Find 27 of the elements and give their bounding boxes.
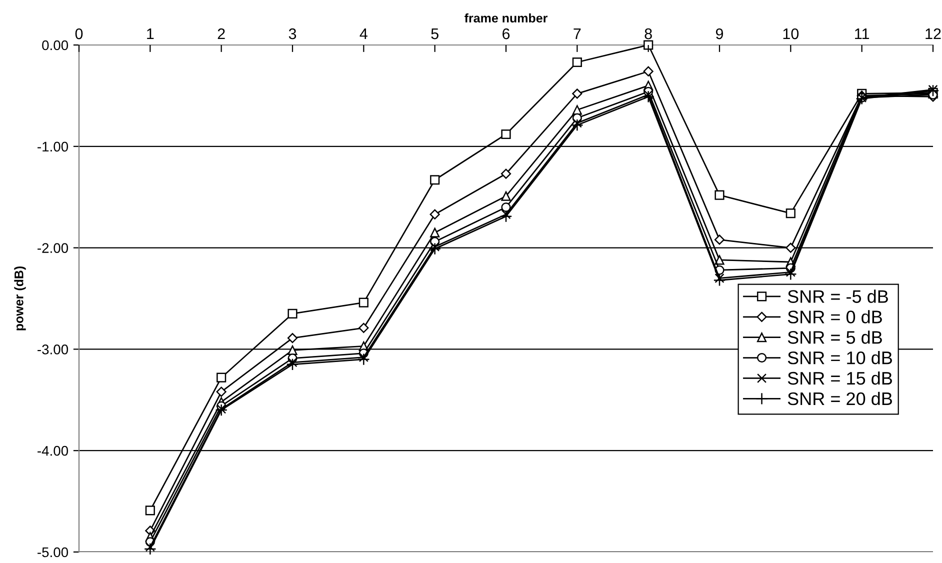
x-tick-label: 1 bbox=[147, 28, 154, 40]
y-tick-label: -3.00 bbox=[38, 344, 68, 354]
legend-label: SNR = 20 dB bbox=[788, 392, 892, 406]
y-tick-label: -5.00 bbox=[38, 547, 68, 558]
x-tick-label: 7 bbox=[574, 28, 581, 40]
x-tick-label: 12 bbox=[926, 28, 941, 40]
x-tick-label: 10 bbox=[783, 28, 799, 40]
y-tick-label: -4.00 bbox=[38, 446, 68, 456]
x-tick-label: 2 bbox=[218, 28, 225, 40]
x-tick-label: 5 bbox=[431, 28, 438, 40]
x-tick-label: 0 bbox=[75, 28, 83, 40]
legend-label: SNR = -5 dB bbox=[788, 290, 888, 303]
x-tick-label: 3 bbox=[288, 28, 296, 40]
x-axis-title: frame number bbox=[464, 13, 548, 23]
x-tick-label: 11 bbox=[855, 28, 870, 40]
legend-label: SNR = 0 dB bbox=[788, 310, 882, 324]
y-tick-label: -2.00 bbox=[38, 243, 68, 253]
y-axis-title: power (dB) bbox=[14, 266, 26, 330]
legend-label: SNR = 15 dB bbox=[788, 371, 892, 385]
x-tick-label: 9 bbox=[716, 28, 724, 40]
legend-label: SNR = 10 dB bbox=[788, 351, 892, 364]
x-tick-label: 6 bbox=[502, 28, 510, 40]
x-tick-label: 4 bbox=[360, 28, 368, 40]
x-tick-label: 8 bbox=[644, 28, 652, 40]
y-tick-label: -1.00 bbox=[38, 142, 68, 152]
legend-label: SNR = 5 dB bbox=[788, 330, 882, 344]
y-tick-label: 0.00 bbox=[42, 40, 68, 50]
